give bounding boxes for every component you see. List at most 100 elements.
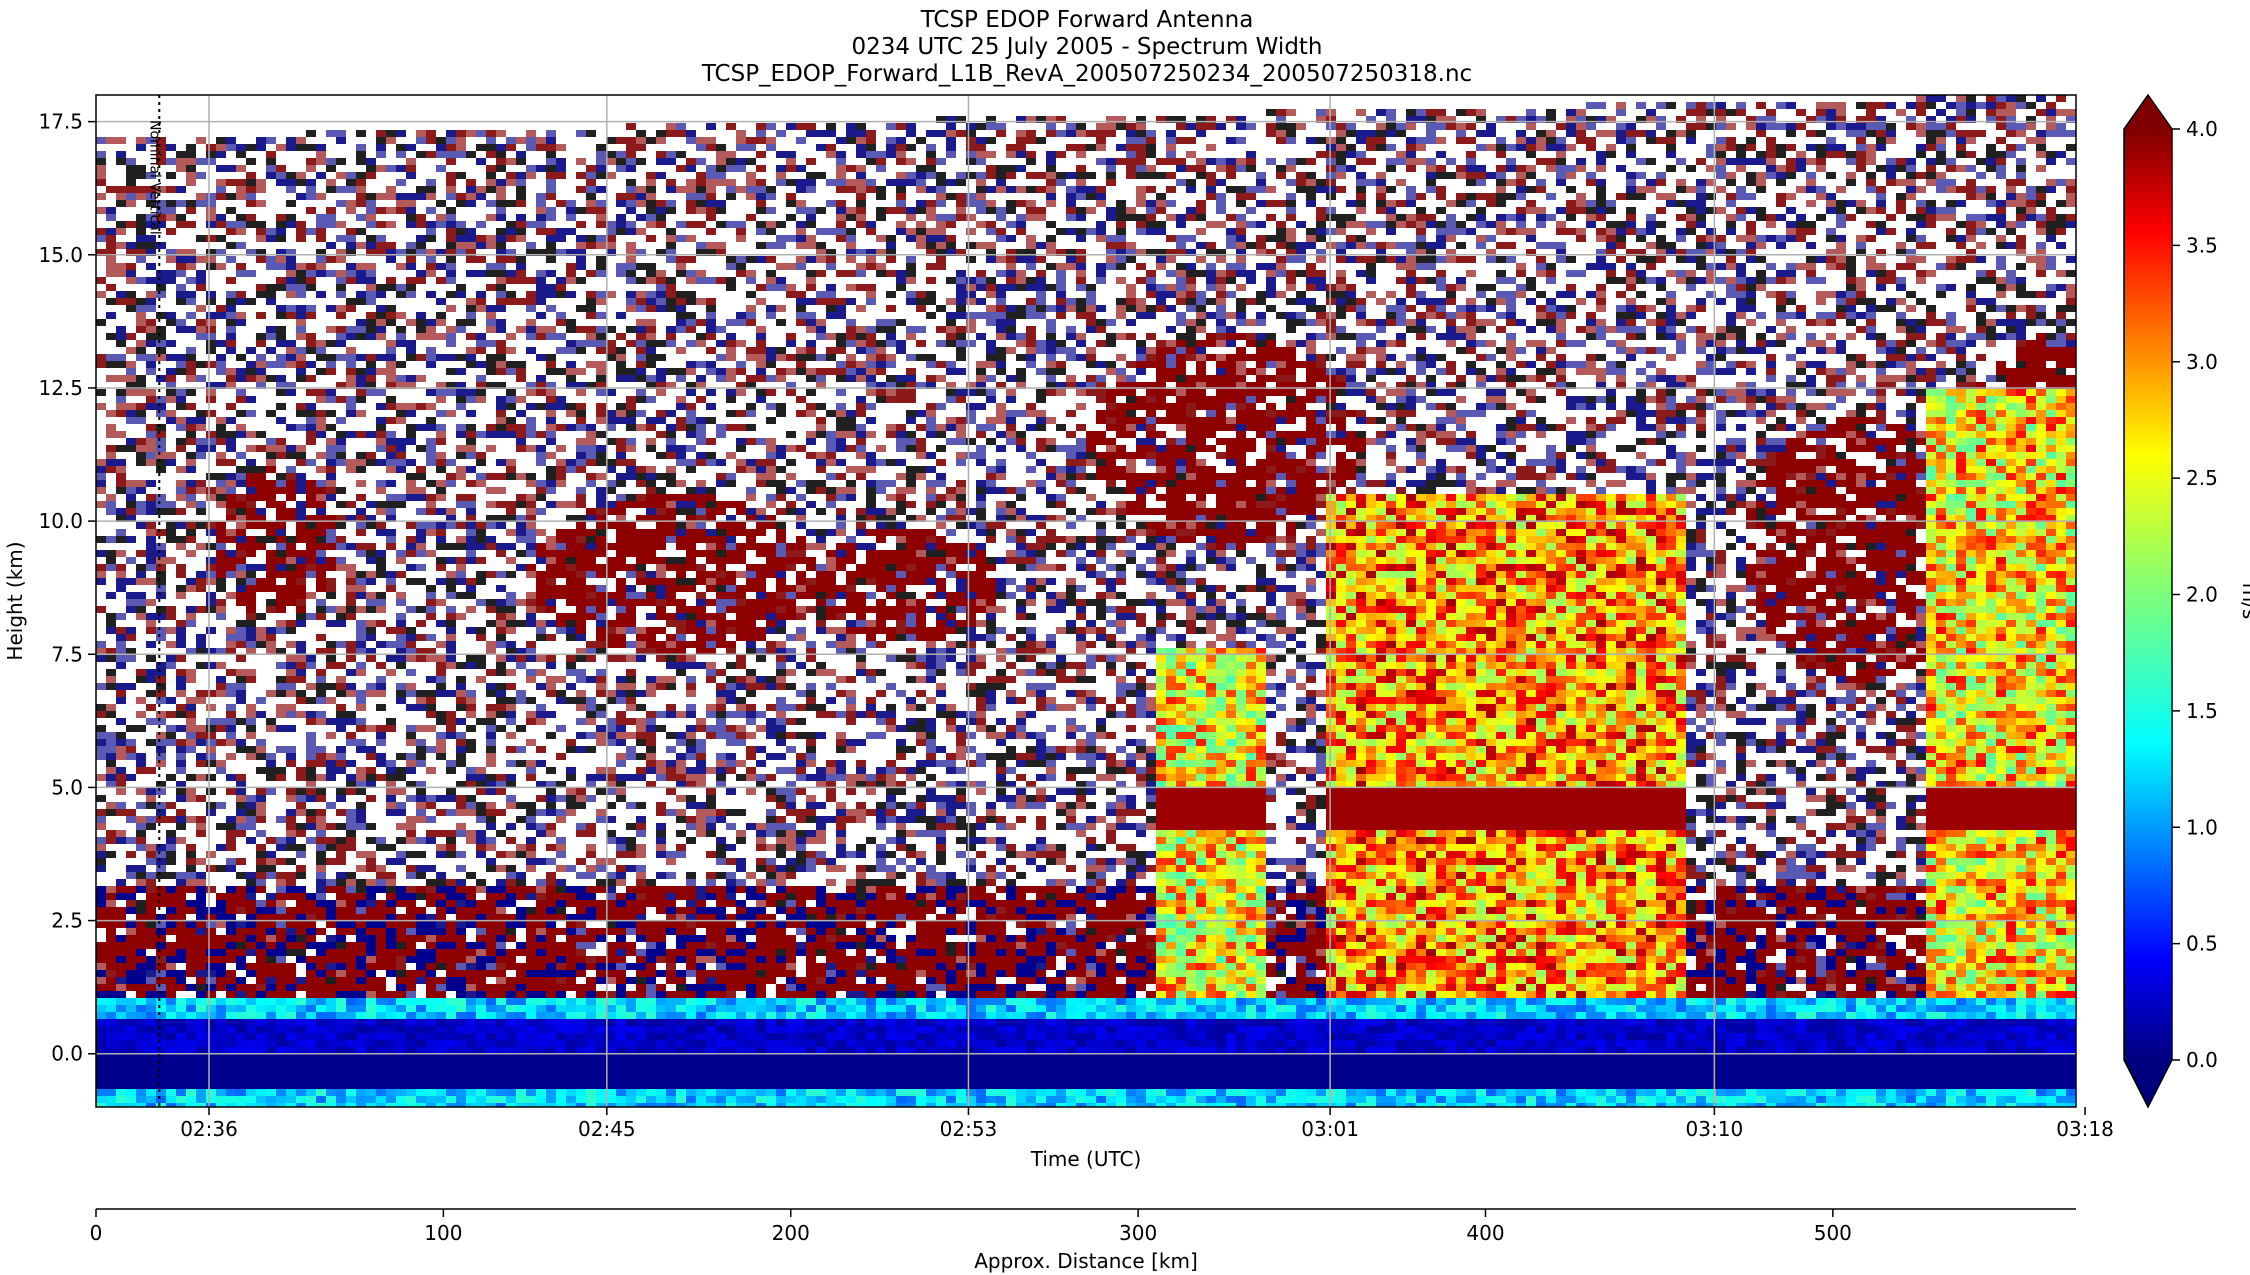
- heatmap-cell: [266, 1026, 276, 1033]
- heatmap-cell: [276, 921, 286, 928]
- heatmap-cell: [436, 984, 446, 991]
- heatmap-cell: [506, 473, 516, 480]
- heatmap-cell: [556, 949, 566, 956]
- heatmap-cell: [166, 396, 176, 403]
- heatmap-cell: [456, 235, 466, 242]
- heatmap-cell: [586, 172, 596, 179]
- heatmap-cell: [436, 312, 446, 319]
- heatmap-cell: [606, 690, 616, 697]
- heatmap-cell: [606, 886, 616, 893]
- heatmap-cell: [216, 543, 226, 550]
- heatmap-cell: [296, 809, 306, 816]
- heatmap-cell: [496, 431, 506, 438]
- heatmap-cell: [196, 725, 206, 732]
- heatmap-cell: [356, 949, 366, 956]
- heatmap-cell: [136, 844, 146, 851]
- heatmap-cell: [176, 298, 186, 305]
- heatmap-cell: [586, 1089, 596, 1096]
- heatmap-cell: [636, 193, 646, 200]
- heatmap-cell: [156, 144, 166, 151]
- heatmap-cell: [276, 235, 286, 242]
- heatmap-cell: [256, 235, 266, 242]
- heatmap-cell: [376, 368, 386, 375]
- heatmap-cell: [486, 802, 496, 809]
- heatmap-cell: [486, 823, 496, 830]
- heatmap-cell: [106, 781, 116, 788]
- heatmap-cell: [546, 536, 556, 543]
- heatmap-cell: [536, 207, 546, 214]
- heatmap-cell: [246, 1054, 256, 1061]
- heatmap-cell: [126, 501, 136, 508]
- heatmap-cell: [576, 263, 586, 270]
- heatmap-cell: [186, 942, 196, 949]
- heatmap-cell: [146, 641, 156, 648]
- heatmap-cell: [336, 620, 346, 627]
- heatmap-cell: [166, 830, 176, 837]
- heatmap-cell: [376, 1054, 386, 1061]
- heatmap-cell: [256, 1096, 266, 1103]
- heatmap-cell: [316, 879, 326, 886]
- heatmap-cell: [366, 914, 376, 921]
- heatmap-cell: [496, 984, 506, 991]
- heatmap-cell: [386, 529, 396, 536]
- heatmap-cell: [516, 893, 526, 900]
- heatmap-cell: [106, 270, 116, 277]
- heatmap-cell: [396, 1082, 406, 1089]
- heatmap-cell: [556, 984, 566, 991]
- heatmap-cell: [96, 683, 106, 690]
- heatmap-cell: [156, 270, 166, 277]
- heatmap-cell: [236, 872, 246, 879]
- heatmap-cell: [336, 718, 346, 725]
- heatmap-cell: [316, 942, 326, 949]
- heatmap-cell: [626, 998, 636, 1005]
- heatmap-cell: [326, 760, 336, 767]
- heatmap-cell: [306, 1082, 316, 1089]
- heatmap-cell: [586, 193, 596, 200]
- heatmap-cell: [206, 1033, 216, 1040]
- heatmap-cell: [146, 361, 156, 368]
- heatmap-cell: [116, 893, 126, 900]
- heatmap-cell: [546, 431, 556, 438]
- heatmap-cell: [216, 151, 226, 158]
- heatmap-cell: [96, 466, 106, 473]
- heatmap-cell: [106, 984, 116, 991]
- heatmap-cell: [266, 151, 276, 158]
- heatmap-cell: [96, 1019, 106, 1026]
- heatmap-cell: [256, 949, 266, 956]
- heatmap-cell: [176, 1089, 186, 1096]
- heatmap-cell: [116, 291, 126, 298]
- heatmap-cell: [576, 823, 586, 830]
- heatmap-cell: [256, 767, 266, 774]
- heatmap-cell: [386, 382, 396, 389]
- heatmap-cell: [306, 942, 316, 949]
- heatmap-cell: [186, 998, 196, 1005]
- heatmap-cell: [546, 228, 556, 235]
- heatmap-cell: [606, 956, 616, 963]
- heatmap-cell: [276, 690, 286, 697]
- heatmap-cell: [216, 956, 226, 963]
- heatmap-cell: [396, 935, 406, 942]
- heatmap-cell: [416, 760, 426, 767]
- heatmap-cell: [246, 627, 256, 634]
- heatmap-cell: [446, 256, 456, 263]
- heatmap-cell: [376, 753, 386, 760]
- heatmap-cell: [396, 417, 406, 424]
- heatmap-cell: [246, 1103, 256, 1107]
- heatmap-cell: [466, 998, 476, 1005]
- heatmap-cell: [256, 746, 266, 753]
- heatmap-cell: [196, 438, 206, 445]
- heatmap-cell: [556, 172, 566, 179]
- heatmap-cell: [436, 529, 446, 536]
- heatmap-cell: [346, 1026, 356, 1033]
- heatmap-cell: [496, 634, 506, 641]
- heatmap-cell: [306, 1103, 316, 1107]
- heatmap-cell: [176, 641, 186, 648]
- heatmap-cell: [256, 991, 266, 998]
- heatmap-cell: [146, 1047, 156, 1054]
- heatmap-cell: [106, 732, 116, 739]
- heatmap-cell: [566, 536, 576, 543]
- heatmap-cell: [216, 487, 226, 494]
- heatmap-cell: [266, 445, 276, 452]
- heatmap-cell: [446, 648, 456, 655]
- heatmap-cell: [366, 1019, 376, 1026]
